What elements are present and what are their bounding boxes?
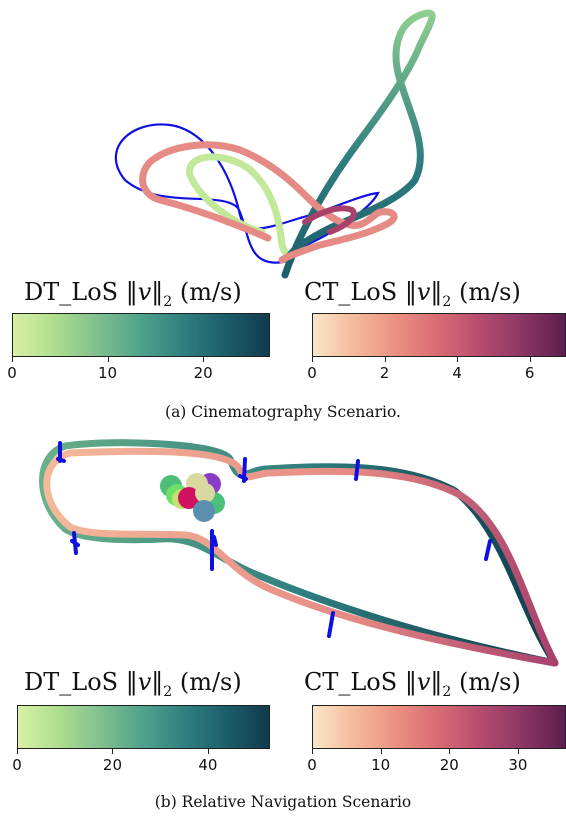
waypoint-markers: [56, 441, 492, 638]
colorbar-tickmark: [312, 357, 313, 362]
colorbar-tickmark: [380, 749, 382, 754]
colorbar-tickmark: [203, 357, 205, 362]
colorbar-tickmark: [457, 357, 459, 362]
colorbar-tickmark: [207, 749, 209, 754]
colorbar-title-dt: DT_LoS ‖v‖2 (m/s): [24, 278, 242, 310]
colorbar-tick-label: 20: [439, 756, 459, 774]
colorbar-tick-label: 10: [371, 756, 391, 774]
panel-relative-navigation: DT_LoS ‖v‖2 (m/s) CT_LoS ‖v‖2 (m/s) 0 20 4…: [0, 431, 566, 821]
colorbar-title-ct: CT_LoS ‖v‖2 (m/s): [304, 278, 521, 310]
colorbar-tickmark: [107, 357, 109, 362]
colorbar-tick-label: 20: [102, 756, 123, 774]
colorbar-tick-label: 4: [452, 364, 462, 382]
ct-path-dark-segment: [302, 205, 357, 235]
colorbar-tick-label: 20: [193, 364, 213, 382]
trajectory-plot-cinematography: [114, 9, 436, 279]
caption-a: (a) Cinematography Scenario.: [165, 403, 401, 421]
colorbar-tickmark: [449, 749, 451, 754]
colorbar-dt: [12, 313, 270, 357]
colorbar-tickmark: [17, 749, 18, 754]
trajectory-plot-navigation: [39, 439, 559, 667]
colorbar-tickmark: [112, 749, 114, 754]
colorbar-title-dt: DT_LoS ‖v‖2 (m/s): [24, 668, 242, 700]
colorbar-tickmark: [384, 357, 386, 362]
dt-path-main: [39, 439, 559, 667]
colorbar-tick-label: 30: [508, 756, 528, 774]
colorbar-tickmark: [312, 749, 313, 754]
colorbar-tick-label: 10: [98, 364, 118, 382]
colorbar-ct: [312, 313, 566, 357]
colorbar-title-ct: CT_LoS ‖v‖2 (m/s): [304, 668, 521, 700]
colorbar-tick-label: 0: [307, 756, 317, 774]
ct-path-main: [139, 141, 398, 264]
dt-path-loop: [186, 153, 304, 259]
colorbar-tick-label: 0: [307, 364, 317, 382]
colorbar-tickmark: [12, 357, 13, 362]
caption-b: (b) Relative Navigation Scenario: [154, 793, 412, 811]
colorbar-tick-label: 0: [7, 364, 17, 382]
dt-path-main: [281, 9, 436, 279]
colorbar-tick-label: 6: [524, 364, 535, 382]
colorbar-tickmark: [529, 357, 531, 362]
colorbar-tick-label: 2: [379, 364, 390, 382]
obstacle-cluster: [160, 473, 225, 522]
colorbar-dt: [17, 705, 270, 749]
ct-path-main: [43, 447, 559, 667]
colorbar-tick-label: 40: [198, 756, 218, 774]
colorbar-tickmark: [517, 749, 519, 754]
colorbar-tick-label: 0: [12, 756, 22, 774]
panel-cinematography: DT_LoS ‖v‖2 (m/s) CT_LoS ‖v‖2 (m/s) 0 10 2…: [7, 9, 566, 421]
colorbar-ct: [312, 705, 566, 749]
